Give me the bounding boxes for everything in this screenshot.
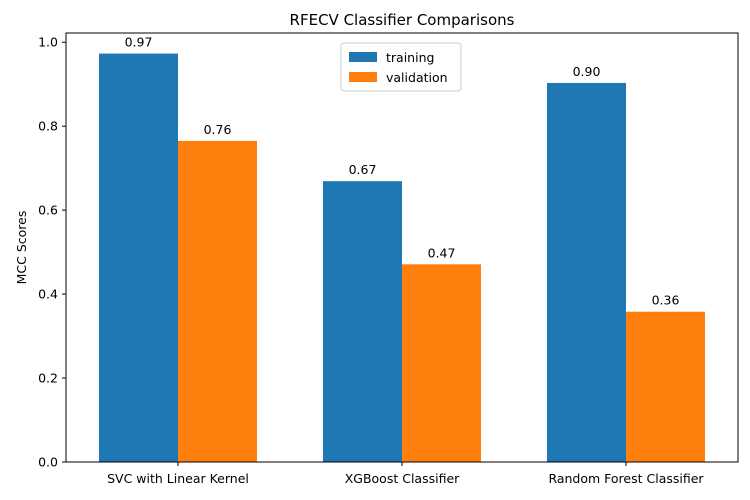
bar-validation — [402, 264, 481, 462]
y-tick-label: 0.2 — [38, 371, 58, 386]
legend-swatch-training — [349, 52, 377, 62]
legend-label-validation: validation — [386, 70, 448, 85]
bar-value-label: 0.67 — [349, 162, 377, 177]
y-tick-label: 1.0 — [38, 35, 58, 50]
bar-value-label: 0.97 — [125, 35, 153, 50]
x-tick-label: SVC with Linear Kernel — [107, 471, 249, 486]
y-axis-label: MCC Scores — [14, 211, 29, 285]
bar-validation — [178, 140, 257, 463]
legend-label-training: training — [386, 50, 434, 65]
x-tick-label: XGBoost Classifier — [345, 471, 460, 486]
bar-training — [323, 181, 402, 462]
bar-validation — [626, 311, 705, 462]
bar-value-label: 0.76 — [204, 122, 232, 137]
y-tick-label: 0.0 — [38, 455, 58, 470]
bar-value-label: 0.36 — [652, 293, 680, 308]
x-axis: SVC with Linear Kernel XGBoost Classifier… — [107, 462, 704, 486]
legend: training validation — [340, 42, 462, 92]
y-tick-label: 0.6 — [38, 203, 58, 218]
bar-value-label: 0.47 — [428, 245, 456, 260]
bar-training — [99, 53, 178, 463]
bar-training — [547, 82, 626, 462]
bar-value-label: 0.90 — [573, 64, 601, 79]
x-tick-label: Random Forest Classifier — [548, 471, 704, 486]
y-tick-label: 0.8 — [38, 119, 58, 134]
bars-group — [99, 53, 705, 463]
plot-frame — [65, 32, 739, 463]
y-tick-label: 0.4 — [38, 287, 58, 302]
data-labels-group: 0.97 0.76 0.67 0.47 0.90 0.36 — [125, 35, 680, 308]
legend-swatch-validation — [349, 72, 377, 82]
chart-title: RFECV Classifier Comparisons — [290, 11, 515, 29]
y-axis: 0.0 0.2 0.4 0.6 0.8 1.0 — [38, 35, 66, 470]
